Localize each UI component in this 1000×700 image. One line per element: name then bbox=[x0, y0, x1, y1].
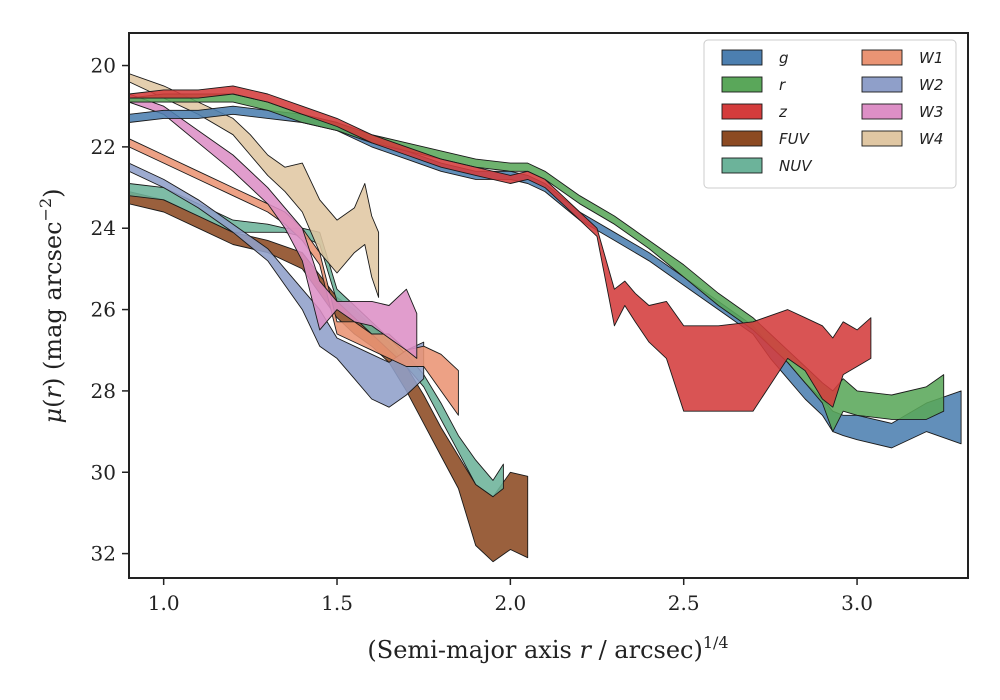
legend-label: W1 bbox=[919, 49, 943, 67]
x-tick-label: 1.5 bbox=[321, 591, 353, 615]
legend-label: W2 bbox=[919, 76, 943, 94]
legend-swatch bbox=[721, 130, 763, 147]
legend-label: r bbox=[779, 76, 786, 94]
legend-item-g: g bbox=[721, 49, 789, 67]
legend-item-nuv: NUV bbox=[721, 157, 813, 175]
legend-label: W4 bbox=[919, 130, 943, 148]
y-tick-label: 26 bbox=[91, 298, 116, 322]
band-w4 bbox=[129, 73, 380, 298]
y-tick-label: 28 bbox=[91, 379, 116, 403]
x-tick-label: 2.5 bbox=[668, 591, 700, 615]
x-axis-ticks: 1.0 1.5 2.0 2.5 3.0 bbox=[148, 578, 873, 615]
x-tick-label: 3.0 bbox=[841, 591, 873, 615]
legend-label: FUV bbox=[779, 130, 811, 148]
legend-item-w1: W1 bbox=[861, 49, 943, 67]
legend-label: W3 bbox=[919, 103, 943, 121]
legend: grz FUV NUV W1 W2 W3 W4 bbox=[703, 39, 957, 189]
legend-label: g bbox=[779, 49, 789, 67]
legend-swatch bbox=[721, 49, 763, 66]
legend-item-r: r bbox=[721, 76, 786, 94]
y-tick-label: 30 bbox=[91, 460, 116, 484]
y-axis-label: μ(r) (mag arcsec−2) bbox=[36, 188, 67, 423]
legend-item-w3: W3 bbox=[861, 103, 943, 121]
legend-swatch bbox=[861, 49, 903, 66]
band-w2 bbox=[129, 162, 425, 408]
y-tick-label: 20 bbox=[91, 54, 116, 78]
legend-swatch bbox=[721, 103, 763, 120]
y-tick-label: 22 bbox=[91, 135, 116, 159]
legend-swatch bbox=[861, 130, 903, 147]
x-tick-label: 1.0 bbox=[148, 591, 180, 615]
legend-swatch bbox=[861, 76, 903, 93]
legend-label: z bbox=[778, 103, 788, 121]
band-w3 bbox=[129, 93, 418, 359]
y-tick-label: 32 bbox=[91, 542, 116, 566]
x-axis-label: (Semi-major axis r / arcsec)1/4 bbox=[367, 633, 728, 664]
legend-item-fuv: FUV bbox=[721, 130, 811, 148]
legend-item-w2: W2 bbox=[861, 76, 943, 94]
series-bands bbox=[129, 73, 962, 563]
legend-label: NUV bbox=[779, 157, 813, 175]
plot-frame bbox=[128, 32, 969, 579]
legend-item-z: z bbox=[721, 103, 788, 121]
legend-swatch bbox=[861, 103, 903, 120]
legend-swatch bbox=[721, 157, 763, 174]
legend-item-w4: W4 bbox=[861, 130, 943, 148]
y-tick-label: 24 bbox=[91, 216, 116, 240]
y-axis-ticks: 20 22 24 26 28 30 32 bbox=[91, 54, 129, 566]
x-tick-label: 2.0 bbox=[494, 591, 526, 615]
band-z bbox=[129, 85, 872, 412]
legend-swatch bbox=[721, 76, 763, 93]
